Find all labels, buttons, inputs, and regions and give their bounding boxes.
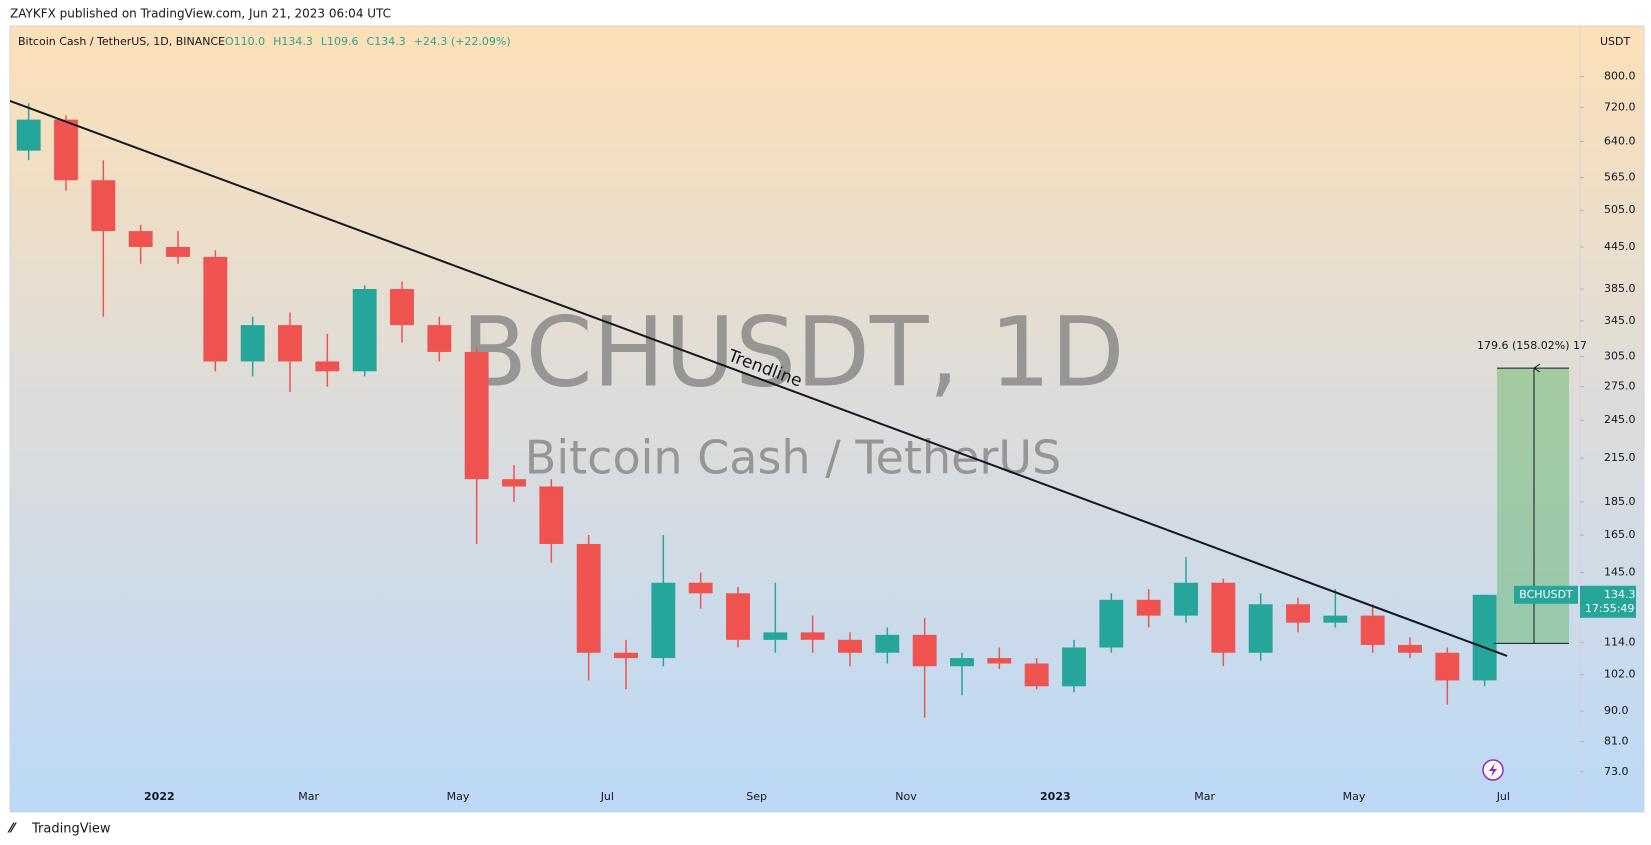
candle-body <box>875 634 900 653</box>
header: ZAYKFX published on TradingView.com, Jun… <box>10 7 391 21</box>
candle-body <box>1248 604 1273 653</box>
candle-body <box>91 180 116 232</box>
candle-body <box>352 289 377 372</box>
y-tick-label: 165.0 <box>1604 528 1636 541</box>
candle-body <box>1099 599 1124 648</box>
candle-body <box>1323 615 1348 623</box>
candle-body <box>1136 599 1161 616</box>
candle-body <box>240 325 265 362</box>
x-tick-label: Sep <box>746 790 767 803</box>
x-tick-label: Jul <box>1496 790 1510 803</box>
y-tick-label: 215.0 <box>1604 451 1636 464</box>
price-tag-countdown: 17:55:49 <box>1585 602 1634 615</box>
price-tag-symbol-bg <box>1514 585 1578 604</box>
candle-body <box>502 479 526 487</box>
candle-body <box>763 632 788 640</box>
footer-logo: ⁄⁄ <box>7 822 17 837</box>
y-tick-label: 345.0 <box>1604 314 1636 327</box>
candle-body <box>315 361 340 372</box>
legend-value: +24.3 (+22.09%) <box>414 35 511 48</box>
y-tick-label: 505.0 <box>1604 203 1636 216</box>
currency: USDT <box>1600 35 1631 48</box>
candle-body <box>1360 615 1385 645</box>
y-tick-label: 275.0 <box>1604 380 1636 393</box>
y-tick-label: 81.0 <box>1604 735 1629 748</box>
legend-value: C134.3 <box>367 35 406 48</box>
y-tick-label: 385.0 <box>1604 282 1636 295</box>
candle-body <box>1062 647 1086 687</box>
y-tick-label: 90.0 <box>1604 704 1629 717</box>
candle-body <box>203 256 228 362</box>
candle-body <box>950 658 974 667</box>
legend-value: O110.0 <box>225 35 265 48</box>
x-tick-label: Mar <box>1194 790 1215 803</box>
candle-body <box>1286 604 1310 623</box>
candle-body <box>464 351 489 480</box>
y-tick-label: 720.0 <box>1604 100 1636 113</box>
candle-body <box>651 582 676 659</box>
candle-body <box>1472 594 1497 681</box>
candle-body <box>800 632 825 640</box>
x-tick-label: May <box>1343 790 1366 803</box>
candle-body <box>1174 582 1198 616</box>
y-tick-label: 640.0 <box>1604 134 1636 147</box>
legend-title: Bitcoin Cash / TetherUS, 1D, BINANCE <box>18 35 225 48</box>
candle-body <box>427 325 452 352</box>
y-tick-label: 800.0 <box>1604 70 1636 83</box>
legend-value: H134.3 <box>273 35 313 48</box>
measure-label: 179.6 (158.02%) 17 <box>1477 339 1587 352</box>
candle-body <box>576 543 601 653</box>
candle-body <box>838 639 862 653</box>
y-tick-label: 73.0 <box>1604 765 1629 778</box>
y-tick-label: 102.0 <box>1604 668 1636 681</box>
candle-body <box>726 593 750 640</box>
candle-body <box>688 582 713 594</box>
y-tick-label: 145.0 <box>1604 566 1636 579</box>
candle-body <box>912 634 937 667</box>
price-tag-bg <box>1580 585 1636 618</box>
candle-body <box>128 231 153 247</box>
price-tag-value: 134.3 <box>1604 588 1636 601</box>
x-tick-label: 2023 <box>1040 790 1071 803</box>
candle-body <box>1211 582 1236 653</box>
candle-body <box>278 325 302 362</box>
x-tick-label: Jul <box>600 790 614 803</box>
price-tag-symbol: BCHUSDT <box>1519 588 1573 601</box>
candle-body <box>1435 652 1460 681</box>
y-tick-label: 245.0 <box>1604 413 1636 426</box>
watermark: BCHUSDT, 1D <box>461 296 1124 408</box>
legend-values: O110.0 H134.3 L109.6 C134.3 +24.3 (+22.09%) <box>225 35 511 48</box>
x-tick-label: Nov <box>895 790 917 803</box>
y-tick-label: 305.0 <box>1604 350 1636 363</box>
y-tick-label: 565.0 <box>1604 171 1636 184</box>
candle-body <box>166 246 190 257</box>
candle-body <box>54 119 78 181</box>
x-tick-label: 2022 <box>144 790 175 803</box>
candle-body <box>390 289 414 326</box>
candle-body <box>614 652 638 659</box>
y-tick-label: 445.0 <box>1604 240 1636 253</box>
legend-value: L109.6 <box>321 35 359 48</box>
chart-bg <box>9 25 1645 813</box>
y-tick-label: 114.0 <box>1604 635 1636 648</box>
candle-body <box>539 486 564 544</box>
trendline <box>9 99 1508 657</box>
candle-body <box>987 658 1012 664</box>
x-tick-label: May <box>447 790 470 803</box>
event-bolt <box>1489 763 1497 777</box>
y-tick-label: 185.0 <box>1604 495 1636 508</box>
x-tick-label: Mar <box>298 790 319 803</box>
watermark-subtitle: Bitcoin Cash / TetherUS <box>525 431 1061 485</box>
candle-body <box>16 119 41 151</box>
candle-body <box>1024 663 1049 687</box>
candle-body <box>1398 644 1422 653</box>
footer: TradingView <box>31 822 111 837</box>
